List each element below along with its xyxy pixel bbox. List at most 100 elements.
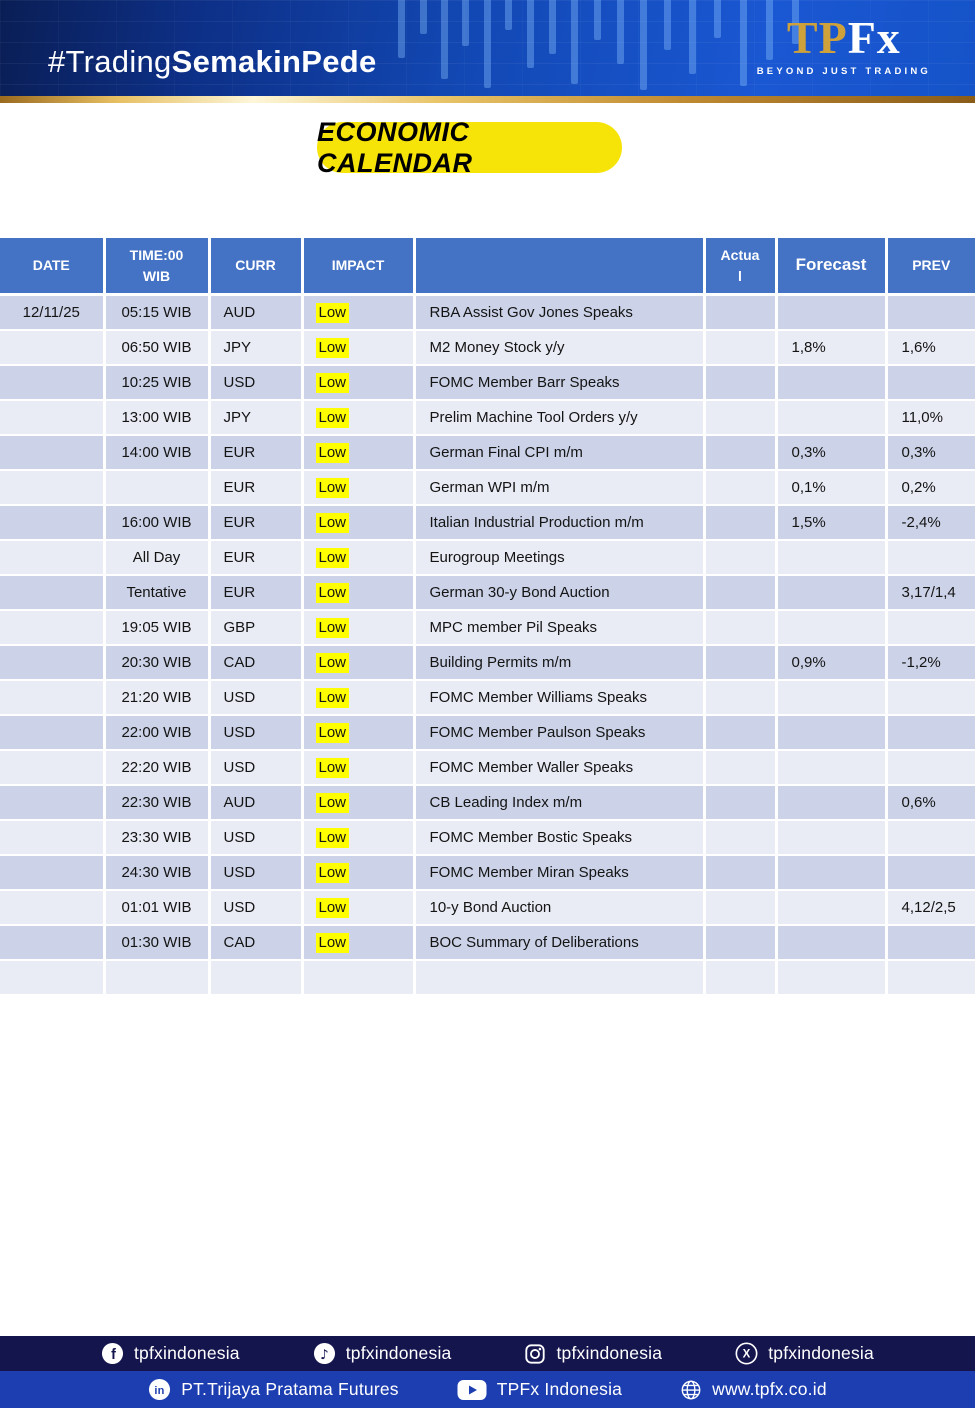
cell-time: 22:20 WIB (104, 750, 211, 786)
cell-date (0, 925, 106, 961)
cell-time: 24:30 WIB (104, 855, 211, 891)
footer-item[interactable]: TPFx Indonesia (457, 1379, 622, 1401)
cell-event: FOMC Member Williams Speaks (414, 680, 706, 716)
cell-curr: AUD (209, 294, 304, 331)
header-banner: #TradingSemakinPede TPFx BEYOND JUST TRA… (0, 0, 975, 103)
cell-forecast (776, 680, 888, 716)
impact-badge: Low (315, 618, 350, 638)
cell-impact: Low (302, 294, 416, 331)
svg-text:in: in (155, 1385, 165, 1397)
cell-actual (704, 925, 778, 961)
cell-prev: 4,12/2,5 (886, 890, 975, 926)
cell-impact: Low (302, 890, 416, 926)
cell-forecast (776, 400, 888, 436)
cell-time: 21:20 WIB (104, 680, 211, 716)
cell-curr: JPY (209, 330, 304, 366)
cell-event: FOMC Member Miran Speaks (414, 855, 706, 891)
cell-impact: Low (302, 330, 416, 366)
cell-curr: USD (209, 680, 304, 716)
tiktok-icon: ♪ (313, 1342, 336, 1365)
cell-date (0, 820, 106, 856)
table-row: 06:50 WIB JPY Low M2 Money Stock y/y 1,8% 1,6… (0, 330, 975, 366)
impact-badge: Low (315, 933, 350, 953)
cell-impact: Low (302, 750, 416, 786)
cell-forecast (776, 575, 888, 611)
footer-item[interactable]: tpfxindonesia (524, 1343, 662, 1365)
cell-event: Prelim Machine Tool Orders y/y (414, 400, 706, 436)
cell-impact: Low (302, 575, 416, 611)
cell-impact: Low (302, 610, 416, 646)
cell-time: 14:00 WIB (104, 435, 211, 471)
cell-curr: EUR (209, 540, 304, 576)
cell-event: RBA Assist Gov Jones Speaks (414, 294, 706, 331)
cell-date (0, 330, 106, 366)
table-row: 22:30 WIB AUD Low CB Leading Index m/m 0,6% (0, 785, 975, 821)
cell-event: CB Leading Index m/m (414, 785, 706, 821)
cell-prev (886, 680, 975, 716)
cell-actual (704, 960, 778, 996)
col-header-actual: Actual (704, 238, 778, 296)
cell-prev: 11,0% (886, 400, 975, 436)
cell-actual (704, 294, 778, 331)
cell-forecast (776, 785, 888, 821)
cell-time: 19:05 WIB (104, 610, 211, 646)
table-row (0, 960, 975, 996)
footer-item[interactable]: f tpfxindonesia (101, 1342, 240, 1365)
cell-prev: 0,6% (886, 785, 975, 821)
cell-actual (704, 365, 778, 401)
cell-actual (704, 645, 778, 681)
impact-badge: Low (315, 793, 350, 813)
title-section: ECONOMIC CALENDAR (0, 103, 975, 178)
table-row: 22:00 WIB USD Low FOMC Member Paulson Speak… (0, 715, 975, 751)
svg-text:X: X (743, 1349, 751, 1361)
cell-date (0, 540, 106, 576)
cell-prev: -2,4% (886, 505, 975, 541)
gold-divider (0, 96, 975, 103)
cell-prev (886, 610, 975, 646)
footer-item[interactable]: in PT.Trijaya Pratama Futures (148, 1378, 399, 1401)
cell-event: BOC Summary of Deliberations (414, 925, 706, 961)
table-row: All Day EUR Low Eurogroup Meetings (0, 540, 975, 576)
cell-time: 20:30 WIB (104, 645, 211, 681)
cell-forecast (776, 750, 888, 786)
impact-badge: Low (315, 303, 350, 323)
cell-actual (704, 505, 778, 541)
cell-curr: EUR (209, 435, 304, 471)
footer-item[interactable]: www.tpfx.co.id (680, 1379, 827, 1401)
impact-badge: Low (315, 688, 350, 708)
cell-actual (704, 575, 778, 611)
svg-text:♪: ♪ (320, 1348, 329, 1363)
economic-calendar-table: DATE TIME:00 WIB CURR IMPACT Actual Forecast P… (0, 238, 975, 996)
cell-time: 16:00 WIB (104, 505, 211, 541)
cell-curr: EUR (209, 470, 304, 506)
cell-date: 12/11/25 (0, 294, 106, 331)
cell-date (0, 785, 106, 821)
cell-date (0, 890, 106, 926)
cell-forecast: 1,8% (776, 330, 888, 366)
cell-forecast (776, 890, 888, 926)
impact-badge: Low (315, 338, 350, 358)
cell-prev (886, 750, 975, 786)
footer-row-1: f tpfxindonesia ♪ tpfxindonesia tpfxindonesi… (0, 1336, 975, 1371)
footer-item-label: www.tpfx.co.id (712, 1379, 827, 1399)
cell-event: German Final CPI m/m (414, 435, 706, 471)
impact-badge: Low (315, 478, 350, 498)
cell-impact: Low (302, 785, 416, 821)
cell-impact: Low (302, 540, 416, 576)
cell-impact: Low (302, 400, 416, 436)
col-header-forecast: Forecast (776, 238, 888, 296)
cell-impact: Low (302, 925, 416, 961)
svg-text:f: f (111, 1347, 116, 1363)
cell-date (0, 715, 106, 751)
footer-item[interactable]: ♪ tpfxindonesia (313, 1342, 452, 1365)
footer-row-2: in PT.Trijaya Pratama Futures TPFx Indones… (0, 1371, 975, 1408)
cell-curr: USD (209, 715, 304, 751)
impact-badge: Low (315, 513, 350, 533)
cell-event (414, 960, 706, 996)
table-row: 13:00 WIB JPY Low Prelim Machine Tool Order… (0, 400, 975, 436)
table-row: 22:20 WIB USD Low FOMC Member Waller Speaks (0, 750, 975, 786)
cell-curr (209, 960, 304, 996)
cell-actual (704, 540, 778, 576)
cell-impact: Low (302, 645, 416, 681)
